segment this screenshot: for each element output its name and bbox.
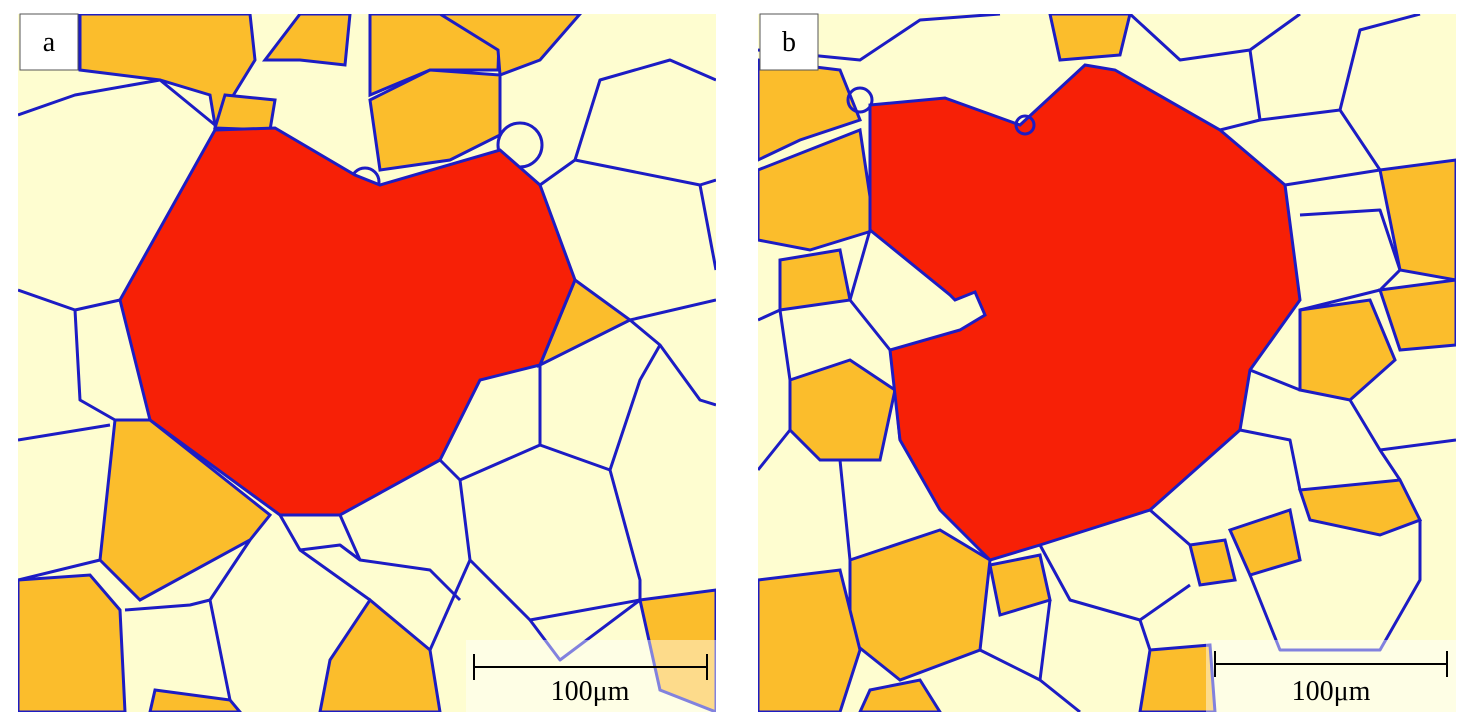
- panel-b-micrograph: [758, 14, 1456, 712]
- scale-bar-label: 100μm: [551, 676, 630, 707]
- panel-a-micrograph: [18, 14, 716, 712]
- label-box: [19, 13, 79, 71]
- scale-bar: [473, 654, 708, 680]
- scale-bar: [1214, 651, 1448, 677]
- scale-bar-label: 100μm: [1292, 676, 1371, 707]
- label-box: [759, 13, 819, 71]
- panel-label: a: [43, 27, 56, 58]
- panel-label: b: [782, 27, 796, 58]
